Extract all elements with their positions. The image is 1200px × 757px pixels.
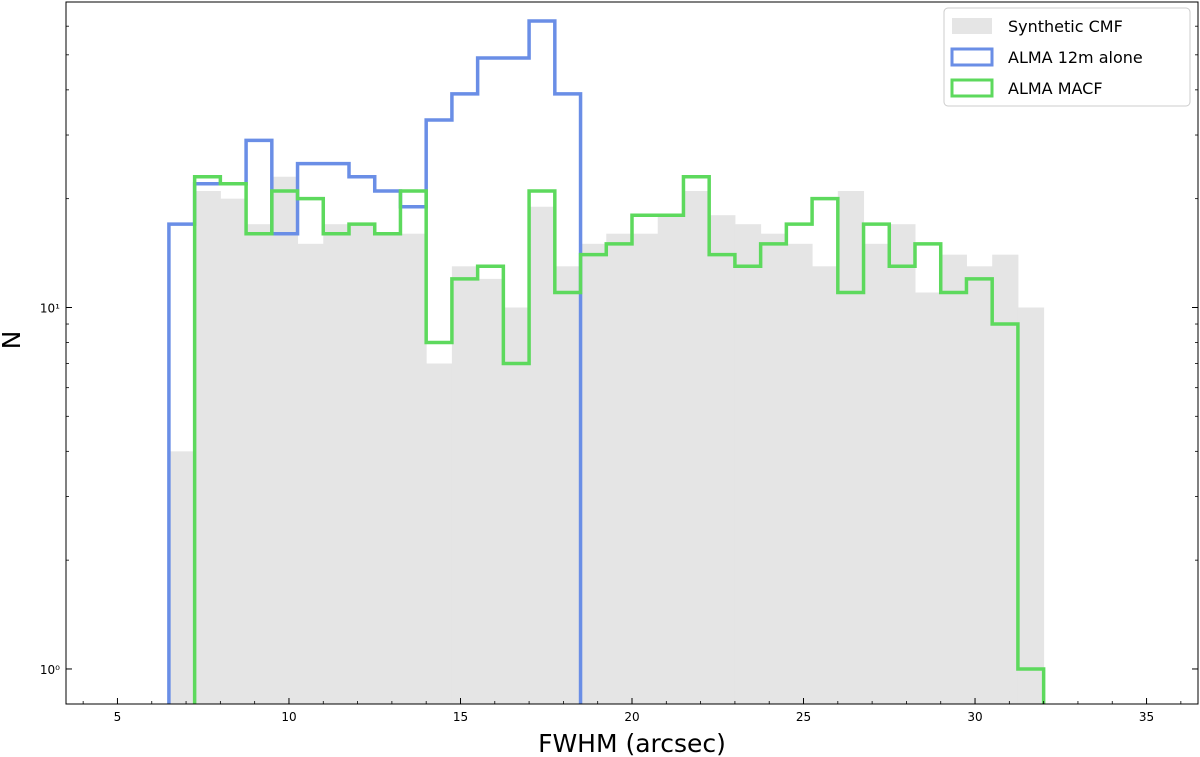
synthetic-cmf-bar — [554, 266, 582, 704]
legend-swatch-alma-12m — [950, 47, 994, 67]
synthetic-cmf-bar — [503, 307, 530, 704]
synthetic-cmf-bar — [297, 243, 324, 704]
synthetic-cmf-bar — [477, 278, 504, 704]
synthetic-cmf-bar — [966, 266, 993, 704]
synthetic-cmf-bar — [400, 233, 427, 704]
synthetic-cmf-bar — [709, 215, 736, 704]
synthetic-cmf-bar — [760, 233, 787, 704]
synthetic-cmf-bar — [194, 191, 221, 705]
synthetic-cmf-bar — [271, 176, 299, 705]
x-tick-label: 30 — [967, 710, 982, 724]
synthetic-cmf-bars — [168, 176, 1045, 705]
y-tick-label: 10¹ — [40, 301, 60, 315]
legend: Synthetic CMF ALMA 12m alone ALMA MACF — [943, 7, 1191, 107]
legend-swatch-alma-macf — [950, 78, 994, 98]
synthetic-cmf-bar — [734, 224, 762, 704]
legend-swatch-synthetic-cmf — [952, 18, 992, 34]
x-axis-label: FWHM (arcsec) — [538, 729, 726, 757]
synthetic-cmf-bar — [451, 266, 479, 704]
x-tick-label: 25 — [796, 710, 811, 724]
synthetic-cmf-bar — [168, 451, 196, 704]
synthetic-cmf-bar — [426, 363, 453, 704]
synthetic-cmf-bar — [529, 206, 556, 705]
x-tick-label: 15 — [453, 710, 468, 724]
synthetic-cmf-bar — [606, 233, 633, 704]
synthetic-cmf-bar — [632, 233, 659, 704]
synthetic-cmf-bar — [349, 224, 376, 704]
synthetic-cmf-bar — [812, 266, 839, 704]
synthetic-cmf-bar — [580, 243, 607, 704]
legend-label-alma-macf: ALMA MACF — [1008, 79, 1103, 98]
alma-macf-step-line — [192, 174, 1046, 704]
legend-box — [943, 7, 1191, 107]
x-tick-label: 5 — [114, 710, 122, 724]
synthetic-cmf-bar — [246, 224, 273, 704]
synthetic-cmf-bar — [837, 191, 865, 705]
synthetic-cmf-bar — [1017, 307, 1045, 704]
synthetic-cmf-bar — [992, 254, 1019, 704]
synthetic-cmf-bar — [915, 292, 942, 704]
x-axis-ticks: 5 10 15 20 25 30 35 — [82, 698, 1182, 724]
x-tick-label: 20 — [624, 710, 639, 724]
step-series — [167, 19, 1046, 704]
legend-label-alma-12m: ALMA 12m alone — [1008, 48, 1143, 67]
y-axis-label: N — [0, 331, 26, 350]
synthetic-cmf-bar — [889, 224, 916, 704]
y-tick-label: 10⁰ — [40, 663, 60, 677]
x-tick-label: 10 — [281, 710, 296, 724]
legend-label-synthetic-cmf: Synthetic CMF — [1008, 17, 1123, 36]
x-tick-label: 35 — [1139, 710, 1154, 724]
synthetic-cmf-bar — [374, 233, 401, 704]
synthetic-cmf-bar — [220, 198, 247, 704]
synthetic-cmf-bar — [657, 215, 684, 704]
synthetic-cmf-bar — [323, 224, 350, 704]
y-axis-ticks: 10⁰ 10¹ — [40, 1, 1198, 677]
synthetic-cmf-bar — [863, 243, 890, 704]
synthetic-cmf-bar — [786, 243, 813, 704]
synthetic-cmf-bar — [940, 254, 967, 704]
synthetic-cmf-bar — [683, 191, 710, 705]
